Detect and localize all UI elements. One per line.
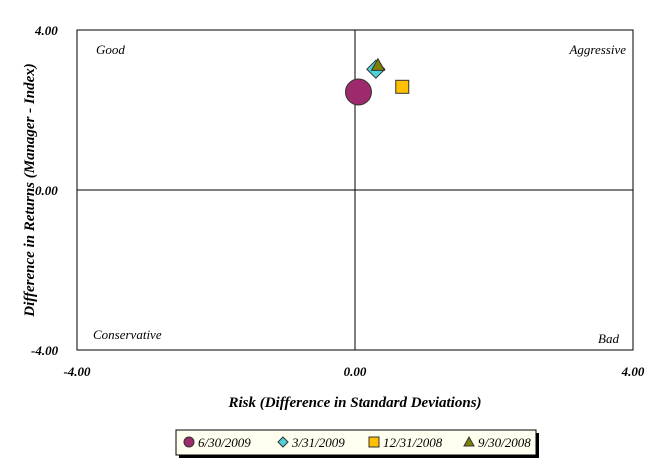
quadrant-label-aggressive: Aggressive [568, 42, 626, 57]
y-axis-title: Difference in Returns (Manager - Index) [22, 63, 38, 317]
data-point-triangle [370, 57, 386, 71]
quadrant-label-conservative: Conservative [93, 327, 162, 342]
legend-box [175, 429, 537, 456]
data-points [344, 57, 410, 106]
y-tick-top: 4.00 [34, 23, 58, 38]
data-point-square [395, 79, 410, 94]
x-tick-middle: 0.00 [344, 364, 367, 379]
quadrant-label-good: Good [96, 42, 125, 57]
legend-label: 3/31/2009 [291, 435, 345, 450]
legend-marker-circle [183, 436, 195, 448]
legend-marker-diamond [277, 436, 289, 448]
data-point-circle [344, 78, 372, 106]
legend-label: 12/31/2008 [383, 435, 443, 450]
legend: 6/30/2009 3/31/2009 12/31/2008 9/30/2008 [175, 429, 539, 458]
legend-marker-triangle [463, 435, 475, 447]
x-axis-title: Risk (Difference in Standard Deviations) [227, 395, 481, 411]
y-tick-bottom: -4.00 [31, 343, 59, 358]
legend-label: 6/30/2009 [198, 435, 251, 450]
y-tick-middle: 0.00 [35, 183, 58, 198]
legend-items: 6/30/2009 3/31/2009 12/31/2008 9/30/2008 [183, 435, 531, 450]
legend-marker-square [368, 436, 380, 448]
x-tick-right: 4.00 [621, 364, 645, 379]
quadrant-label-bad: Bad [598, 331, 619, 346]
x-tick-left: -4.00 [63, 364, 91, 379]
legend-label: 9/30/2008 [478, 435, 531, 450]
